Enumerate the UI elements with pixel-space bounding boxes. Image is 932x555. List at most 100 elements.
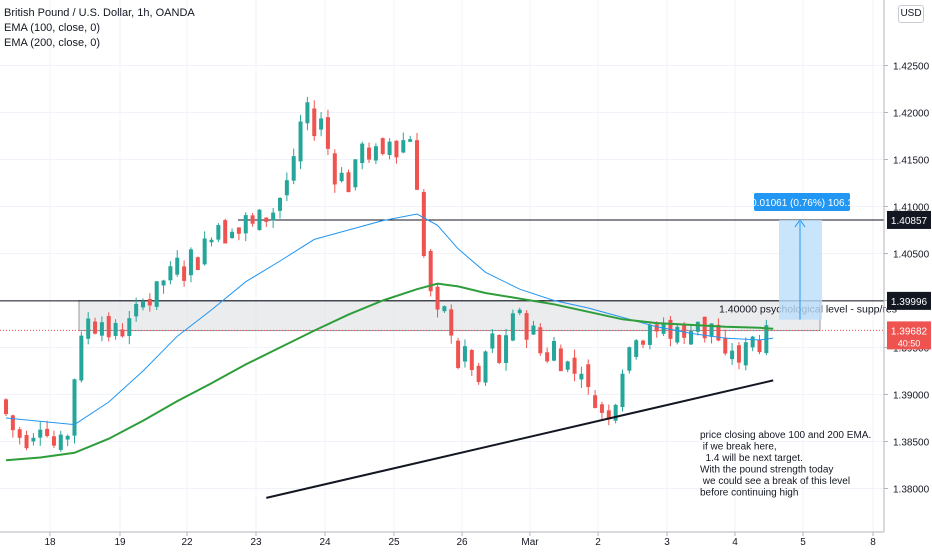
y-tick-label: 1.41500 [893,156,930,167]
candle [257,209,262,231]
candle [586,359,591,395]
x-tick-label: 5 [800,537,806,548]
candle [4,398,8,417]
candle-body [182,266,187,281]
candle-body [675,326,680,343]
ascending-trendline[interactable] [266,379,774,499]
candle-body [113,323,118,336]
candle-body [236,227,241,234]
candle-body [572,357,577,374]
candle [483,350,488,386]
candle [202,231,207,266]
candle-body [743,342,748,366]
price-range-measure[interactable]: 0.01061 (0.76%) 106.1 [751,192,853,320]
candle [750,335,755,352]
candle-body [339,172,344,182]
candle [291,148,296,185]
ema200-line [5,282,774,462]
candle-body [284,180,289,196]
candle [456,337,461,370]
x-tick-label: 19 [114,537,126,548]
candle [332,149,337,193]
candle-body [278,197,282,211]
candle [634,338,639,360]
candle [558,344,563,372]
candle-body [4,399,8,415]
candle [147,293,152,312]
candle [127,310,132,345]
candle-body [394,140,399,158]
candle [154,281,159,310]
trade-note-line: we could see a break of this level [700,476,850,487]
candle [161,279,166,294]
candle-body [579,373,584,380]
candle-body [695,321,700,332]
candle [387,138,392,160]
candle [319,112,324,137]
candle [702,316,707,343]
candle-body [750,336,755,348]
candle [764,319,769,356]
candle [401,132,406,154]
candle-body [58,434,63,450]
candle [339,167,344,183]
candle [278,196,282,219]
candle [188,247,193,283]
measure-label: 0.01061 (0.76%) 106.1 [751,198,853,209]
candle [442,305,447,313]
candle-body [312,108,317,137]
candle-body [154,281,159,307]
candle-body [524,313,529,340]
candle [510,309,515,342]
candle-body [209,239,214,243]
candle-body [175,257,180,275]
candle-body [79,335,84,381]
trendline[interactable] [266,379,774,499]
level-upper-label: 1.40857 [891,216,928,227]
candle [675,323,680,345]
ema100-legend[interactable]: EMA (100, close, 0) [4,22,100,34]
x-tick-label: 24 [319,537,331,548]
candle [531,320,536,335]
currency-button[interactable]: USD [898,5,924,23]
y-tick-label: 1.39000 [893,391,930,402]
candle [421,189,426,258]
ema200-legend[interactable]: EMA (200, close, 0) [4,37,100,49]
candle-body [504,335,509,363]
candle-body [490,333,495,349]
candle [743,337,748,371]
trade-note-line: if we break here, [700,442,777,453]
y-tick-label: 1.42000 [893,109,930,120]
candle [298,114,303,170]
candle [65,434,70,447]
candle-body [99,322,104,336]
trade-note-line: 1.4 will be next target. [700,453,803,464]
candle [545,347,550,364]
candle-body [723,337,728,354]
candle-body [586,364,591,387]
candle-body [305,102,310,124]
candle [565,360,570,373]
candle-body [93,321,98,334]
candle-body [401,140,406,153]
candle [373,143,378,165]
x-tick-label: 4 [732,537,738,548]
candle [230,228,235,239]
candle-body [264,217,269,222]
candle [312,100,317,141]
horizontal-levels[interactable] [0,219,884,331]
candle [271,208,276,229]
candle-body [65,435,70,440]
level-lower-label: 1.39996 [891,297,928,308]
candle-body [654,324,659,332]
candle-body [195,257,200,270]
trade-note-line: before continuing high [700,488,798,499]
measure-label-bg [754,192,850,211]
candle [757,335,762,355]
candle [113,319,118,340]
candle-body [325,117,330,149]
symbol-title[interactable]: British Pound / U.S. Dollar, 1h, OANDA [4,7,195,19]
candle [38,421,43,446]
